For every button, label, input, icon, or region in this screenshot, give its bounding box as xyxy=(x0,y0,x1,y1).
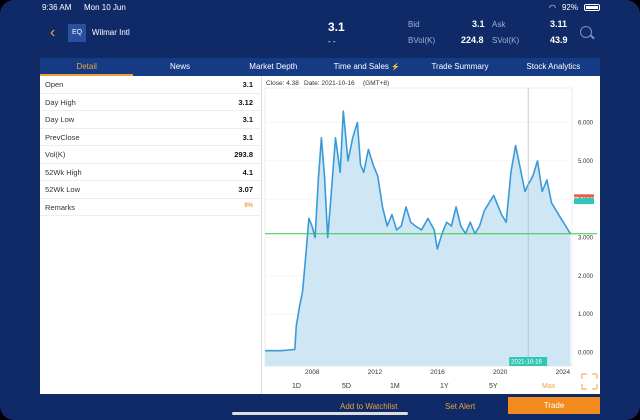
tab-bar: Detail News Market Depth Time and Sales ⚡… xyxy=(40,58,600,76)
x-tick-label: 2012 xyxy=(368,369,383,376)
expand-icon[interactable] xyxy=(581,373,598,390)
bvol-value: 224.8 xyxy=(461,35,484,45)
tab-news[interactable]: News xyxy=(169,62,190,71)
clock: 9:36 AM xyxy=(42,3,72,12)
lightning-icon: ⚡ xyxy=(390,64,400,71)
svol-value: 43.9 xyxy=(550,35,568,45)
tab-stock-analytics[interactable]: Stock Analytics xyxy=(526,62,581,71)
price-chart-panel[interactable]: Close: 4.38 Date: 2021-10-16 (GMT+8) 0.0… xyxy=(262,76,600,394)
detail-row-day-low: Day Low 3.1 xyxy=(40,111,261,129)
price-area xyxy=(265,111,571,366)
bottom-action-bar: Add to Watchlist Set Alert Trade xyxy=(40,394,600,420)
detail-row-52wk-low: 52Wk Low 3.07 xyxy=(40,181,261,199)
wifi-icon: ◠ xyxy=(549,3,556,12)
tab-detail[interactable]: Detail xyxy=(40,58,134,76)
bid-label: Bid xyxy=(408,20,420,29)
y-tick-label: 6.000 xyxy=(578,121,594,127)
y-tick-label: 3.000 xyxy=(578,236,594,242)
ask-value: 3.11 xyxy=(550,19,568,29)
home-indicator xyxy=(232,412,408,415)
ask-marker xyxy=(574,194,594,198)
battery-label: 92% xyxy=(561,3,578,12)
stock-name: Wilmar Intl xyxy=(92,28,130,37)
y-tick-label: 5.000 xyxy=(578,159,594,165)
bvol-label: BVol(K) xyxy=(408,36,436,45)
date-readout: Date: 2021-10-16 xyxy=(304,80,355,87)
current-price-marker xyxy=(574,198,594,205)
x-tick-label: 2008 xyxy=(305,369,320,376)
trade-button[interactable]: Trade xyxy=(508,397,600,414)
date: Mon 10 Jun xyxy=(84,3,126,12)
price-line xyxy=(265,110,572,352)
back-chevron-icon[interactable]: ‹ xyxy=(50,24,56,41)
last-price: 3.1 xyxy=(328,20,345,34)
add-to-watchlist-button[interactable]: Add to Watchlist xyxy=(340,402,398,411)
status-icons: ◠ 92% xyxy=(549,3,600,12)
ask-label: Ask xyxy=(492,20,506,29)
detail-row-volume: Vol(K) 293.8 xyxy=(40,146,261,164)
range-button-5y[interactable]: 5Y xyxy=(489,383,498,390)
stock-header: ‹ EQ Wilmar Intl 3.1 - - Bid 3.1 Ask 3.1… xyxy=(0,16,640,58)
x-tick-label: 2024 xyxy=(556,369,571,376)
instrument-type-badge: EQ xyxy=(68,24,86,42)
status-bar: 9:36 AM Mon 10 Jun ◠ 92% xyxy=(0,0,640,16)
range-button-max[interactable]: Max xyxy=(542,383,556,390)
y-tick-label: 2.000 xyxy=(578,274,594,280)
y-tick-label: 0.000 xyxy=(578,351,594,357)
timezone-label: (GMT+8) xyxy=(363,80,389,87)
tab-market-depth[interactable]: Market Depth xyxy=(249,62,298,71)
detail-row-open: Open 3.1 xyxy=(40,76,261,94)
x-tick-label: 2020 xyxy=(493,369,508,376)
bid-value: 3.1 xyxy=(472,19,485,29)
close-readout: Close: 4.38 xyxy=(266,80,299,87)
range-button-1m[interactable]: 1M xyxy=(390,383,400,390)
search-icon[interactable] xyxy=(580,26,592,38)
range-button-1d[interactable]: 1D xyxy=(292,383,301,390)
y-tick-label: 1.000 xyxy=(578,312,594,318)
cursor-date-label: 2021-10-16 xyxy=(511,360,542,366)
cursor-date-badge xyxy=(509,357,548,366)
detail-row-52wk-high: 52Wk High 4.1 xyxy=(40,164,261,181)
svol-label: SVol(K) xyxy=(492,36,520,45)
detail-panel: Open 3.1 Day High 3.12 Day Low 3.1 PrevClos… xyxy=(40,76,262,394)
battery-icon xyxy=(584,4,600,11)
set-alert-button[interactable]: Set Alert xyxy=(445,402,476,411)
chart-layer: 0.0001.0002.0003.0004.0005.0006.00020082… xyxy=(264,87,598,390)
tab-time-and-sales[interactable]: Time and Sales ⚡ xyxy=(333,62,400,71)
detail-row-prev-close: PrevClose 3.1 xyxy=(40,129,261,146)
detail-row-remarks: Remarks 9% xyxy=(40,199,261,216)
price-change: - - xyxy=(328,37,336,46)
price-chart[interactable]: Close: 4.38 Date: 2021-10-16 (GMT+8) 0.0… xyxy=(262,76,600,394)
detail-row-day-high: Day High 3.12 xyxy=(40,94,261,111)
range-button-5d[interactable]: 5D xyxy=(342,383,351,390)
tab-trade-summary[interactable]: Trade Summary xyxy=(431,62,489,71)
range-button-1y[interactable]: 1Y xyxy=(440,383,449,390)
x-tick-label: 2016 xyxy=(430,369,445,376)
